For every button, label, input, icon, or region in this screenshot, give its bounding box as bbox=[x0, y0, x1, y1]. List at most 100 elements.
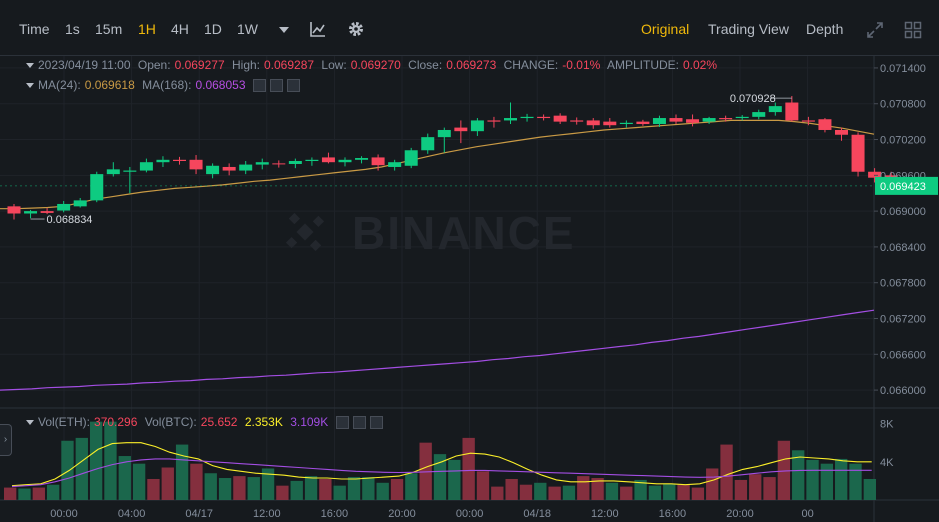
price-tick-label: 0.066600 bbox=[880, 349, 926, 361]
close-icon[interactable] bbox=[286, 79, 300, 93]
price-tick-label: 0.067800 bbox=[880, 278, 926, 290]
candle-body bbox=[586, 120, 600, 126]
candle-body bbox=[288, 161, 302, 164]
volume-bar bbox=[218, 478, 232, 500]
volume-bar bbox=[61, 440, 74, 500]
settings-icon[interactable] bbox=[352, 416, 366, 430]
price-tick-label: 0.067200 bbox=[880, 314, 926, 326]
candle-body bbox=[255, 162, 269, 165]
candle-body bbox=[868, 171, 882, 178]
amplitude-label: AMPLITUDE: bbox=[606, 58, 679, 72]
volume-bar bbox=[620, 486, 633, 500]
interval-1d[interactable]: 1D bbox=[204, 21, 222, 37]
candle-body bbox=[404, 150, 418, 166]
settings-icon[interactable] bbox=[269, 79, 283, 93]
candle-body bbox=[106, 169, 120, 175]
vol-btc-label: Vol(BTC): bbox=[144, 415, 197, 429]
vol-ma2-value: 3.109K bbox=[290, 415, 329, 429]
volume-bar bbox=[362, 477, 375, 500]
interval-time[interactable]: Time bbox=[19, 21, 50, 37]
open-value: 0.069277 bbox=[174, 58, 225, 72]
candle-body bbox=[851, 134, 865, 172]
candle-body bbox=[702, 118, 716, 122]
interval-1w[interactable]: 1W bbox=[237, 21, 258, 37]
expand-panel-tab[interactable]: › bbox=[0, 424, 12, 456]
chart-toolbar: Time 1s 15m 1H 4H 1D 1W Original Trading… bbox=[0, 0, 939, 56]
interval-15m[interactable]: 15m bbox=[95, 21, 123, 37]
chevron-down-icon[interactable] bbox=[26, 83, 34, 89]
candle-body bbox=[752, 112, 766, 117]
interval-1s[interactable]: 1s bbox=[65, 21, 80, 37]
volume-bar bbox=[204, 473, 217, 500]
volume-bar bbox=[190, 463, 203, 500]
open-label: Open: bbox=[137, 58, 171, 72]
volume-bar bbox=[519, 484, 533, 500]
view-depth-tab[interactable]: Depth bbox=[806, 21, 844, 37]
expand-icon[interactable] bbox=[866, 21, 884, 39]
volume-bar bbox=[734, 479, 748, 500]
view-tradingview-tab[interactable]: Trading View bbox=[708, 21, 789, 37]
price-tick-label: 0.070800 bbox=[880, 99, 926, 111]
change-value: -0.01% bbox=[562, 58, 601, 72]
time-tick-label: 04/17 bbox=[185, 508, 213, 520]
volume-bar bbox=[806, 459, 819, 500]
volume-bar bbox=[89, 421, 103, 500]
volume-bar bbox=[863, 478, 876, 500]
candle-body bbox=[371, 157, 385, 166]
interval-4h[interactable]: 4H bbox=[171, 21, 189, 37]
volume-bar bbox=[319, 478, 332, 500]
chevron-down-icon[interactable] bbox=[279, 27, 289, 33]
volume-bar bbox=[261, 468, 275, 500]
price-tick-label: 0.066000 bbox=[880, 385, 926, 397]
low-marker-label: 0.068834 bbox=[47, 214, 93, 226]
volume-bar bbox=[792, 450, 805, 500]
volume-bar bbox=[777, 440, 791, 500]
time-tick-label: 20:00 bbox=[388, 508, 416, 520]
close-label: Close: bbox=[408, 58, 443, 72]
volume-bar bbox=[591, 478, 604, 500]
current-price-label: 0.069423 bbox=[880, 181, 926, 193]
gear-icon[interactable] bbox=[347, 20, 365, 38]
price-markers: 0.070928 0.068834 bbox=[30, 93, 792, 226]
high-label: High: bbox=[231, 58, 260, 72]
volume-bar bbox=[505, 478, 518, 500]
indicator-icon[interactable] bbox=[309, 20, 327, 38]
volume-bar bbox=[276, 485, 289, 500]
volume-bar bbox=[376, 482, 389, 500]
low-label: Low: bbox=[321, 58, 347, 72]
candle-body bbox=[801, 120, 815, 122]
volume-bar bbox=[820, 463, 834, 500]
interval-1h[interactable]: 1H bbox=[138, 21, 156, 37]
candle-body bbox=[619, 122, 633, 125]
view-original-tab[interactable]: Original bbox=[641, 21, 690, 37]
ma168-polyline bbox=[0, 309, 875, 391]
candle-body bbox=[570, 120, 584, 122]
volume-bar bbox=[247, 477, 260, 500]
amplitude-value: 0.02% bbox=[683, 58, 718, 72]
volume-bar bbox=[390, 478, 404, 500]
grid-icon[interactable] bbox=[904, 21, 922, 39]
time-tick-label: 20:00 bbox=[726, 508, 754, 520]
candle-body bbox=[652, 118, 666, 125]
volume-bar bbox=[32, 487, 45, 500]
ma168-value: 0.068053 bbox=[195, 78, 246, 92]
volume-bar bbox=[548, 486, 561, 500]
volume-bar bbox=[233, 476, 246, 500]
close-value: 0.069273 bbox=[446, 58, 497, 72]
vol-eth-value: 370.296 bbox=[94, 415, 138, 429]
high-marker-label: 0.070928 bbox=[730, 93, 776, 105]
candle-body bbox=[305, 159, 319, 162]
vol-btc-value: 25.652 bbox=[200, 415, 238, 429]
volume-bar bbox=[448, 459, 461, 500]
close-icon[interactable] bbox=[369, 416, 383, 430]
time-tick-label: 16:00 bbox=[659, 508, 687, 520]
volume-bar bbox=[161, 467, 174, 500]
volume-ma-lines bbox=[11, 442, 872, 488]
candle-body bbox=[669, 118, 683, 122]
chevron-down-icon[interactable] bbox=[26, 420, 34, 426]
candlestick-chart[interactable]: BINANCE 0.0714000.0708000.0702000.069600… bbox=[0, 56, 939, 522]
chevron-down-icon[interactable] bbox=[26, 63, 34, 69]
volume-bar bbox=[835, 458, 848, 500]
eye-icon[interactable] bbox=[252, 79, 266, 93]
eye-icon[interactable] bbox=[335, 416, 349, 430]
